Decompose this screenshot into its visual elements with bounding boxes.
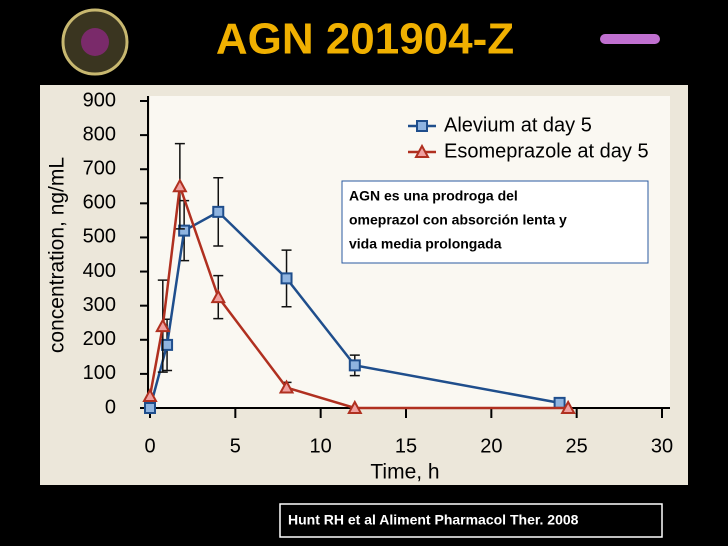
y-tick-label: 700 [83,158,116,180]
data-point [142,387,158,403]
data-point [210,289,226,304]
x-tick-label: 30 [651,435,673,457]
legend-label: Esomeprazole at day 5 [444,140,649,162]
y-tick-label: 600 [83,192,116,214]
y-tick-label: 100 [83,362,116,384]
data-point [348,359,361,372]
data-point [172,178,188,193]
y-axis-label: concentration, ng/mL [46,157,69,353]
legend-marker [414,143,430,158]
annotation-line: omeprazol con absorción lenta y [349,212,567,228]
data-point [212,205,225,218]
data-point [280,272,293,285]
data-point [161,338,174,351]
x-tick-label: 15 [395,435,417,457]
decoration [600,34,660,44]
y-tick-label: 300 [83,294,116,316]
annotation-box [341,180,649,264]
slide-title: AGN 201904-Z [216,15,514,64]
annotation-line: vida media prolongada [349,236,502,252]
data-point [560,399,576,414]
legend-label: Alevium at day 5 [444,114,592,136]
data-point [155,318,171,333]
data-point [178,224,191,237]
data-point [144,402,156,414]
x-tick-label: 5 [230,435,241,457]
legend-marker [416,120,428,132]
y-tick-label: 500 [83,226,116,248]
data-point [278,379,295,394]
y-tick-label: 200 [83,328,116,350]
citation: Hunt RH et al Aliment Pharmacol Ther. 20… [288,512,579,528]
x-tick-label: 20 [480,435,502,457]
y-tick-label: 800 [83,123,116,145]
x-tick-label: 10 [310,435,332,457]
annotation-line: AGN es una prodroga del [349,188,518,204]
logo [61,8,129,76]
y-tick-label: 0 [105,396,116,418]
x-tick-label: 0 [144,435,155,457]
x-tick-label: 25 [566,435,588,457]
citation-box [279,503,663,538]
data-point [347,399,363,414]
x-axis-label: Time, h [370,461,439,484]
y-tick-label: 900 [83,89,116,111]
y-tick-label: 400 [83,260,116,282]
data-point [553,396,566,409]
